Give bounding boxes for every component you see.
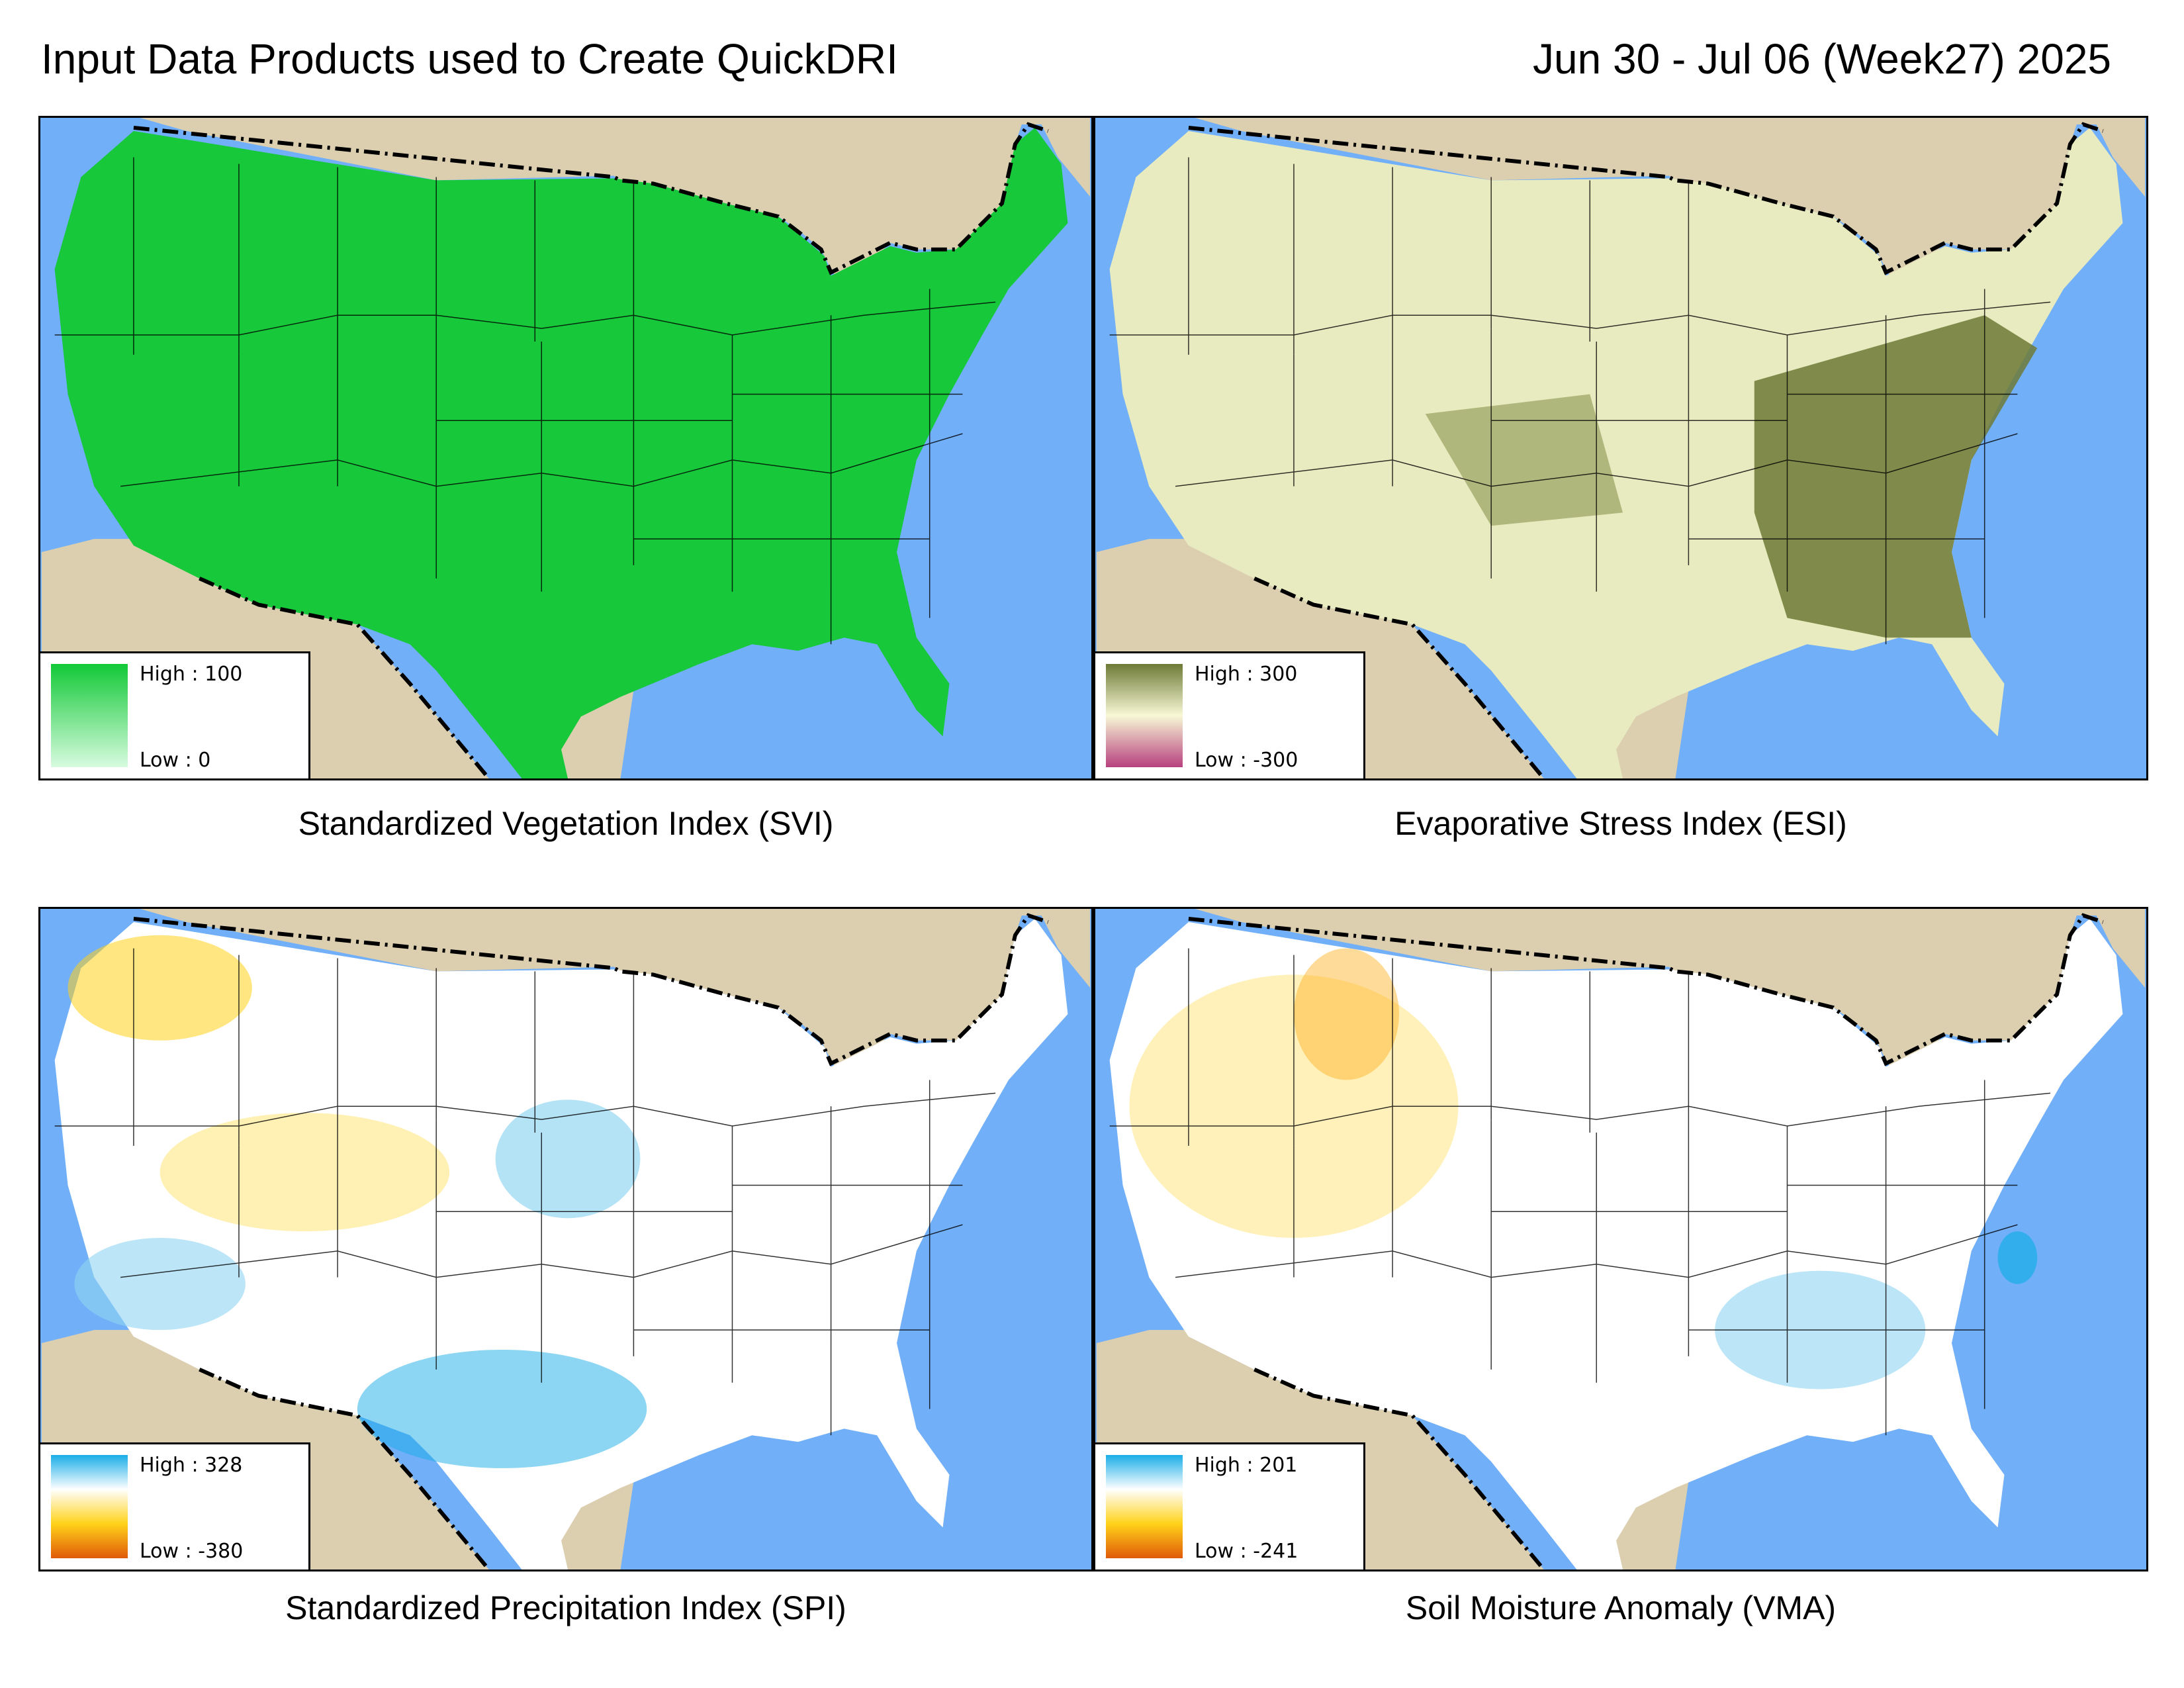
conus-land — [54, 127, 1068, 778]
esi-legend: High : 300 Low : -300 — [1095, 651, 1365, 778]
vma-wet-area — [1997, 1231, 2038, 1284]
vma-legend-ramp — [1106, 1455, 1183, 1558]
spi-wet-area — [495, 1100, 641, 1219]
esi-map-panel: High : 300 Low : -300 — [1093, 116, 2148, 780]
page-title: Input Data Products used to Create Quick… — [41, 35, 898, 83]
esi-legend-high: High : 300 — [1195, 663, 1298, 686]
spi-legend: High : 328 Low : -380 — [40, 1442, 310, 1570]
svi-caption: Standardized Vegetation Index (SVI) — [298, 805, 834, 842]
esi-legend-ramp — [1106, 664, 1183, 767]
spi-legend-low: Low : -380 — [140, 1540, 244, 1563]
esi-wet-region — [1425, 394, 1623, 526]
vma-dry-area — [1293, 948, 1400, 1080]
spi-map — [40, 909, 1091, 1570]
vma-map-panel: High : 201 Low : -241 — [1093, 907, 2148, 1571]
esi-wet-region — [1754, 315, 2038, 638]
vma-legend-low: Low : -241 — [1195, 1540, 1298, 1563]
spi-dry-area — [159, 1113, 450, 1232]
vma-caption: Soil Moisture Anomaly (VMA) — [1405, 1589, 1837, 1626]
vma-legend-high: High : 201 — [1195, 1454, 1298, 1477]
svi-map-panel: High : 100 Low : 0 — [38, 116, 1093, 780]
spi-map-panel: High : 328 Low : -380 — [38, 907, 1093, 1571]
spi-legend-ramp — [51, 1455, 128, 1558]
conus-land — [54, 918, 1068, 1570]
svi-legend-ramp — [51, 664, 128, 767]
svi-map — [40, 118, 1091, 778]
vma-legend: High : 201 Low : -241 — [1095, 1442, 1365, 1570]
spi-wet-area — [74, 1238, 246, 1331]
spi-caption: Standardized Precipitation Index (SPI) — [285, 1589, 846, 1626]
esi-caption: Evaporative Stress Index (ESI) — [1394, 805, 1847, 842]
spi-legend-high: High : 328 — [140, 1454, 243, 1477]
svi-legend-high: High : 100 — [140, 663, 243, 686]
spi-wet-area — [357, 1349, 647, 1468]
vma-map — [1095, 909, 2146, 1570]
date-range: Jun 30 - Jul 06 (Week27) 2025 — [1533, 35, 2111, 83]
esi-legend-low: Low : -300 — [1195, 749, 1298, 772]
spi-dry-area — [68, 935, 252, 1041]
svi-legend-low: Low : 0 — [140, 749, 211, 772]
esi-map — [1095, 118, 2146, 778]
svi-legend: High : 100 Low : 0 — [40, 651, 310, 778]
